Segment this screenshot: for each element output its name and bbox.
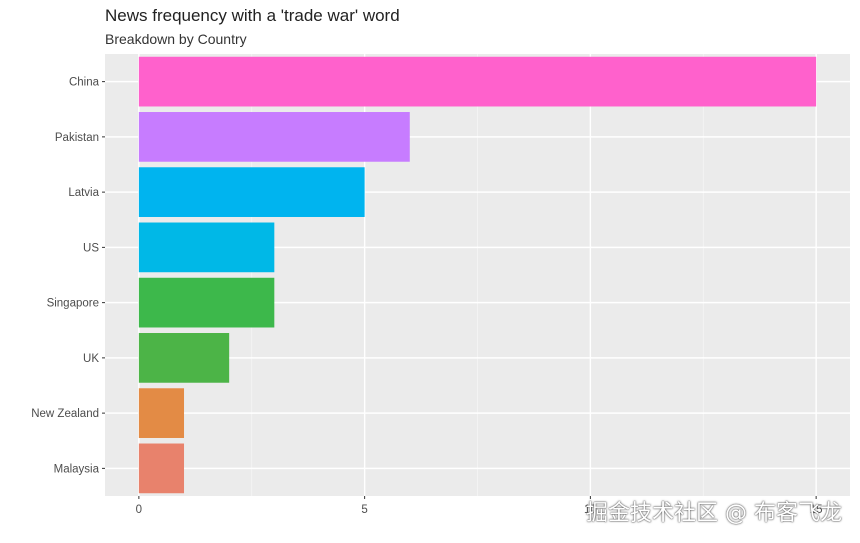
x-tick-label: 5 bbox=[361, 504, 367, 516]
y-axis-ticks: China Pakistan Latvia US Singapore UK New Zeal… bbox=[31, 77, 105, 475]
y-tick-label: New Zealand bbox=[31, 408, 99, 420]
chart-subtitle: Breakdown by Country bbox=[105, 31, 247, 47]
y-tick-label: UK bbox=[83, 353, 99, 365]
y-tick-label: Singapore bbox=[47, 298, 99, 310]
y-tick-label: China bbox=[69, 77, 100, 89]
bar-uk bbox=[138, 333, 230, 383]
bar-latvia bbox=[138, 167, 365, 217]
x-tick-label: 0 bbox=[136, 504, 142, 516]
x-tick-label: 10 bbox=[584, 504, 597, 516]
x-tick-label: 15 bbox=[810, 504, 823, 516]
bar-malaysia bbox=[138, 443, 185, 494]
y-tick-label: Pakistan bbox=[55, 132, 99, 144]
bar-pakistan bbox=[138, 112, 410, 162]
y-tick-label: Latvia bbox=[68, 187, 99, 199]
bar-singapore bbox=[138, 277, 275, 328]
bars bbox=[138, 56, 817, 494]
chart-title: News frequency with a 'trade war' word bbox=[105, 6, 400, 25]
x-axis-ticks: 0 5 10 15 bbox=[136, 496, 823, 516]
watermark-text: 掘金技术社区 @ 布客飞龙 bbox=[586, 501, 842, 526]
bar-new-zealand bbox=[138, 388, 185, 438]
bar-us bbox=[138, 222, 275, 273]
y-tick-label: US bbox=[83, 242, 99, 254]
y-tick-label: Malaysia bbox=[54, 463, 100, 475]
bar-china bbox=[138, 56, 817, 107]
